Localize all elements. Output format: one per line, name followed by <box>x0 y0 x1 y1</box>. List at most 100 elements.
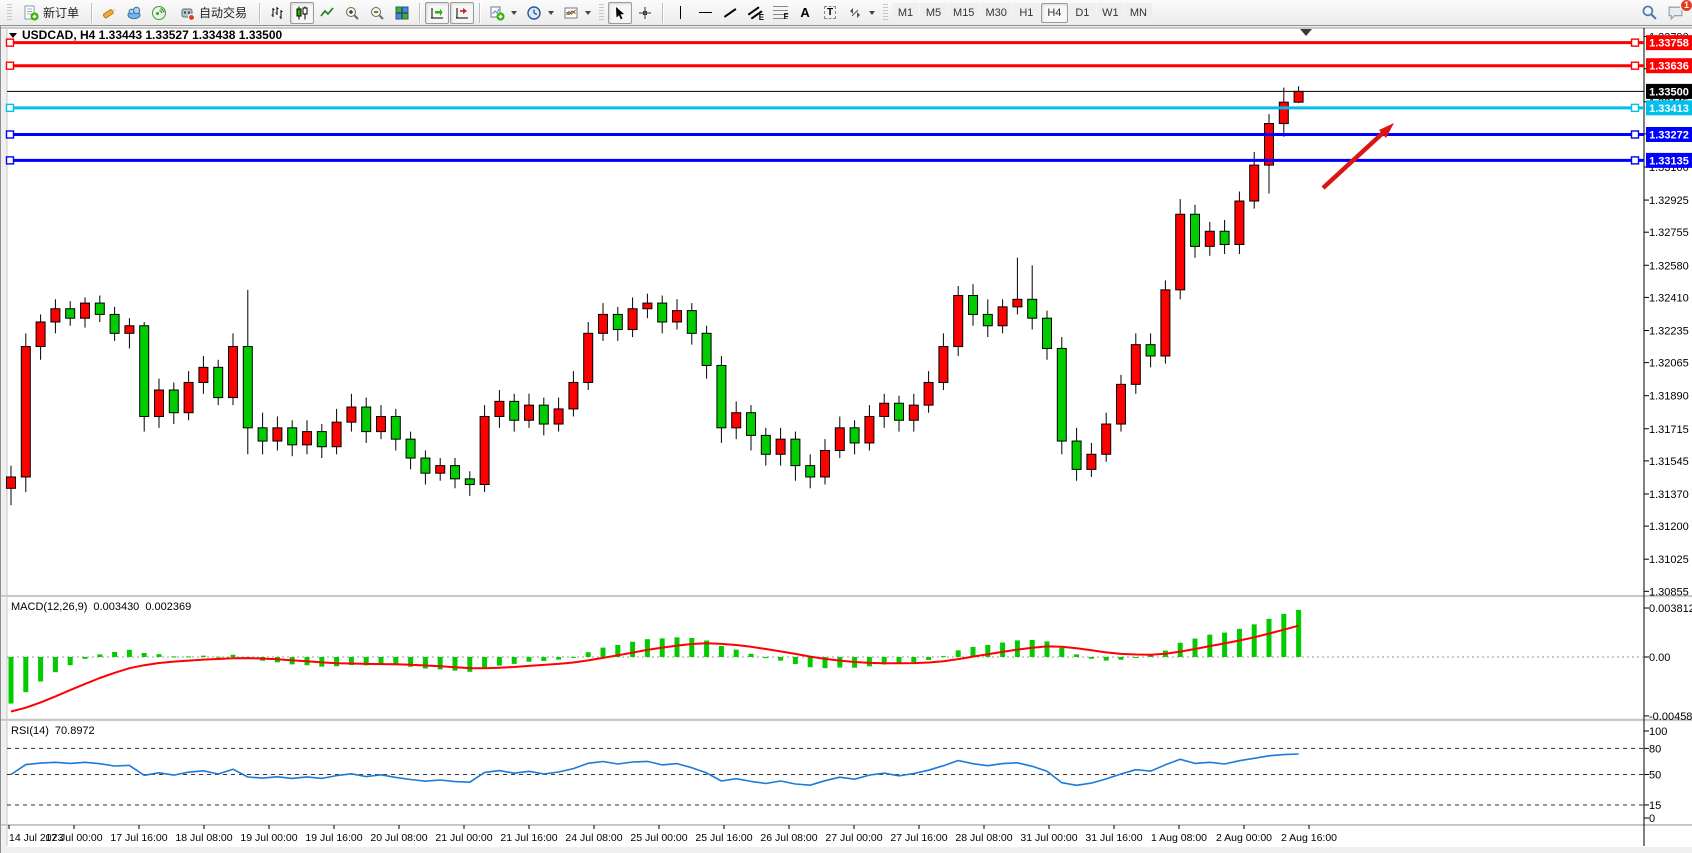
zoom-out-button[interactable] <box>365 2 389 24</box>
svg-text:-0.004584: -0.004584 <box>1649 711 1692 723</box>
chart-shift-marker[interactable] <box>1300 29 1312 36</box>
panel-borders <box>1 27 1692 846</box>
timeframe-m1-button[interactable]: M1 <box>892 2 920 23</box>
auto-trading-button[interactable]: 自动交易 <box>172 2 254 24</box>
crosshair-button[interactable] <box>633 2 657 24</box>
templates-button[interactable] <box>559 2 595 24</box>
bar-chart-icon <box>271 6 283 19</box>
signals-icon <box>152 5 167 20</box>
fibonacci-tool-button[interactable]: F <box>768 2 792 24</box>
line-chart-icon <box>320 6 334 16</box>
search-button[interactable] <box>1637 2 1662 24</box>
equidistant-channel-icon: E <box>747 5 764 22</box>
arrows-tool-button[interactable] <box>843 2 879 24</box>
tile-windows-button[interactable] <box>390 2 414 24</box>
line-chart-button[interactable] <box>315 2 339 24</box>
publisher-button[interactable] <box>122 2 146 24</box>
chat-button[interactable]: 1 <box>1663 0 1692 24</box>
auto-scroll-button[interactable] <box>425 1 450 24</box>
horizontal-line-icon <box>698 12 712 13</box>
periods-button[interactable] <box>522 2 558 24</box>
toolbar-separator <box>479 2 481 23</box>
toolbar-grip[interactable] <box>599 3 605 22</box>
horizontal-lines[interactable] <box>5 38 1645 165</box>
zoom-in-button[interactable] <box>340 2 364 24</box>
candlestick-chart-icon <box>296 6 308 19</box>
text-tool-button[interactable]: A <box>793 2 817 24</box>
symbol-dropdown-icon[interactable] <box>9 32 17 38</box>
price-badges: 1.33758 1.33636 1.33413 1.33272 1.33135 1.335… <box>1646 35 1692 168</box>
svg-text:1.33413: 1.33413 <box>1649 103 1689 115</box>
channel-tool-button[interactable]: E <box>743 2 767 24</box>
svg-text:31 Jul 16:00: 31 Jul 16:00 <box>1085 832 1142 844</box>
svg-text:0: 0 <box>1649 813 1655 825</box>
svg-text:25 Jul 00:00: 25 Jul 00:00 <box>630 832 687 844</box>
chevron-down-icon <box>869 10 876 15</box>
svg-text:17 Jul 00:00: 17 Jul 00:00 <box>45 832 102 844</box>
toolbar-grip[interactable] <box>883 3 889 22</box>
rsi-name: RSI(14) <box>11 725 49 737</box>
svg-text:1 Aug 08:00: 1 Aug 08:00 <box>1151 832 1207 844</box>
label-tool-button[interactable]: T <box>818 2 842 24</box>
trendline-tool-button[interactable] <box>718 2 742 24</box>
macd-name: MACD(12,26,9) <box>11 601 88 613</box>
macd-main-value: 0.003430 <box>93 601 140 613</box>
svg-text:1.33135: 1.33135 <box>1649 155 1689 167</box>
clock-icon <box>527 5 541 20</box>
auto-scroll-icon <box>431 7 444 18</box>
indicators-add-icon <box>490 6 505 20</box>
chart-shift-button[interactable] <box>450 1 475 24</box>
new-order-label: 新订单 <box>43 6 80 20</box>
svg-text:1.32925: 1.32925 <box>1649 195 1689 207</box>
publisher-icon <box>127 6 141 19</box>
timeframe-h4-button[interactable]: H4 <box>1040 2 1068 23</box>
cursor-button[interactable] <box>608 1 633 24</box>
toolbar-grip[interactable] <box>7 3 12 22</box>
chart-title: USDCAD, H4 1.33443 1.33527 1.33438 1.335… <box>22 28 283 42</box>
chart-window[interactable]: 1.337901.336201.334451.332751.331001.329… <box>0 26 1692 853</box>
svg-text:1.32755: 1.32755 <box>1649 227 1689 239</box>
timeframe-h1-button[interactable]: H1 <box>1012 2 1040 23</box>
crayon-button[interactable] <box>97 2 121 24</box>
svg-text:18 Jul 08:00: 18 Jul 08:00 <box>175 832 232 844</box>
chevron-down-icon <box>511 10 518 15</box>
trend-arrow-annotation[interactable] <box>1321 123 1394 190</box>
timeframe-m5-button[interactable]: M5 <box>920 2 948 23</box>
svg-text:31 Jul 00:00: 31 Jul 00:00 <box>1020 832 1077 844</box>
svg-text:0.00: 0.00 <box>1649 652 1670 664</box>
chart-shift-icon <box>456 7 469 18</box>
svg-text:1.33272: 1.33272 <box>1649 129 1689 141</box>
chart-canvas[interactable]: 1.337901.336201.334451.332751.331001.329… <box>1 26 1692 853</box>
svg-text:27 Jul 16:00: 27 Jul 16:00 <box>890 832 947 844</box>
svg-text:1.30855: 1.30855 <box>1649 586 1689 598</box>
svg-text:1.33758: 1.33758 <box>1649 38 1689 50</box>
indicators-button[interactable] <box>485 2 521 24</box>
vertical-line-tool-button[interactable] <box>668 2 692 24</box>
template-icon <box>564 7 578 18</box>
chevron-down-icon <box>585 10 592 15</box>
panel-backgrounds <box>7 28 1692 847</box>
new-order-button[interactable]: 新订单 <box>16 2 86 24</box>
candlestick-chart-button[interactable] <box>290 1 315 24</box>
trendline-icon <box>723 7 737 18</box>
macd-signal-value: 0.002369 <box>145 601 192 613</box>
svg-text:1.31545: 1.31545 <box>1649 456 1689 468</box>
svg-text:0.003812: 0.003812 <box>1649 603 1692 615</box>
svg-text:1.31715: 1.31715 <box>1649 424 1689 436</box>
signals-button[interactable] <box>147 2 171 24</box>
timeframe-m30-button[interactable]: M30 <box>980 2 1012 23</box>
timeframe-mn-button[interactable]: MN <box>1124 2 1152 23</box>
timeframe-w1-button[interactable]: W1 <box>1096 2 1124 23</box>
candles[interactable] <box>6 86 1304 506</box>
svg-text:17 Jul 16:00: 17 Jul 16:00 <box>110 832 167 844</box>
timeframe-d1-button[interactable]: D1 <box>1068 2 1096 23</box>
timeframe-m15-button[interactable]: M15 <box>948 2 980 23</box>
chevron-down-icon <box>548 10 555 15</box>
rsi-value: 70.8972 <box>54 725 95 737</box>
macd-indicator-label: MACD(12,26,9) 0.003430 0.002369 <box>11 601 197 613</box>
horizontal-line-tool-button[interactable] <box>693 2 717 24</box>
toolbar: 新订单 <box>0 0 1692 26</box>
svg-text:1.32235: 1.32235 <box>1649 325 1689 337</box>
bar-chart-button[interactable] <box>265 2 289 24</box>
